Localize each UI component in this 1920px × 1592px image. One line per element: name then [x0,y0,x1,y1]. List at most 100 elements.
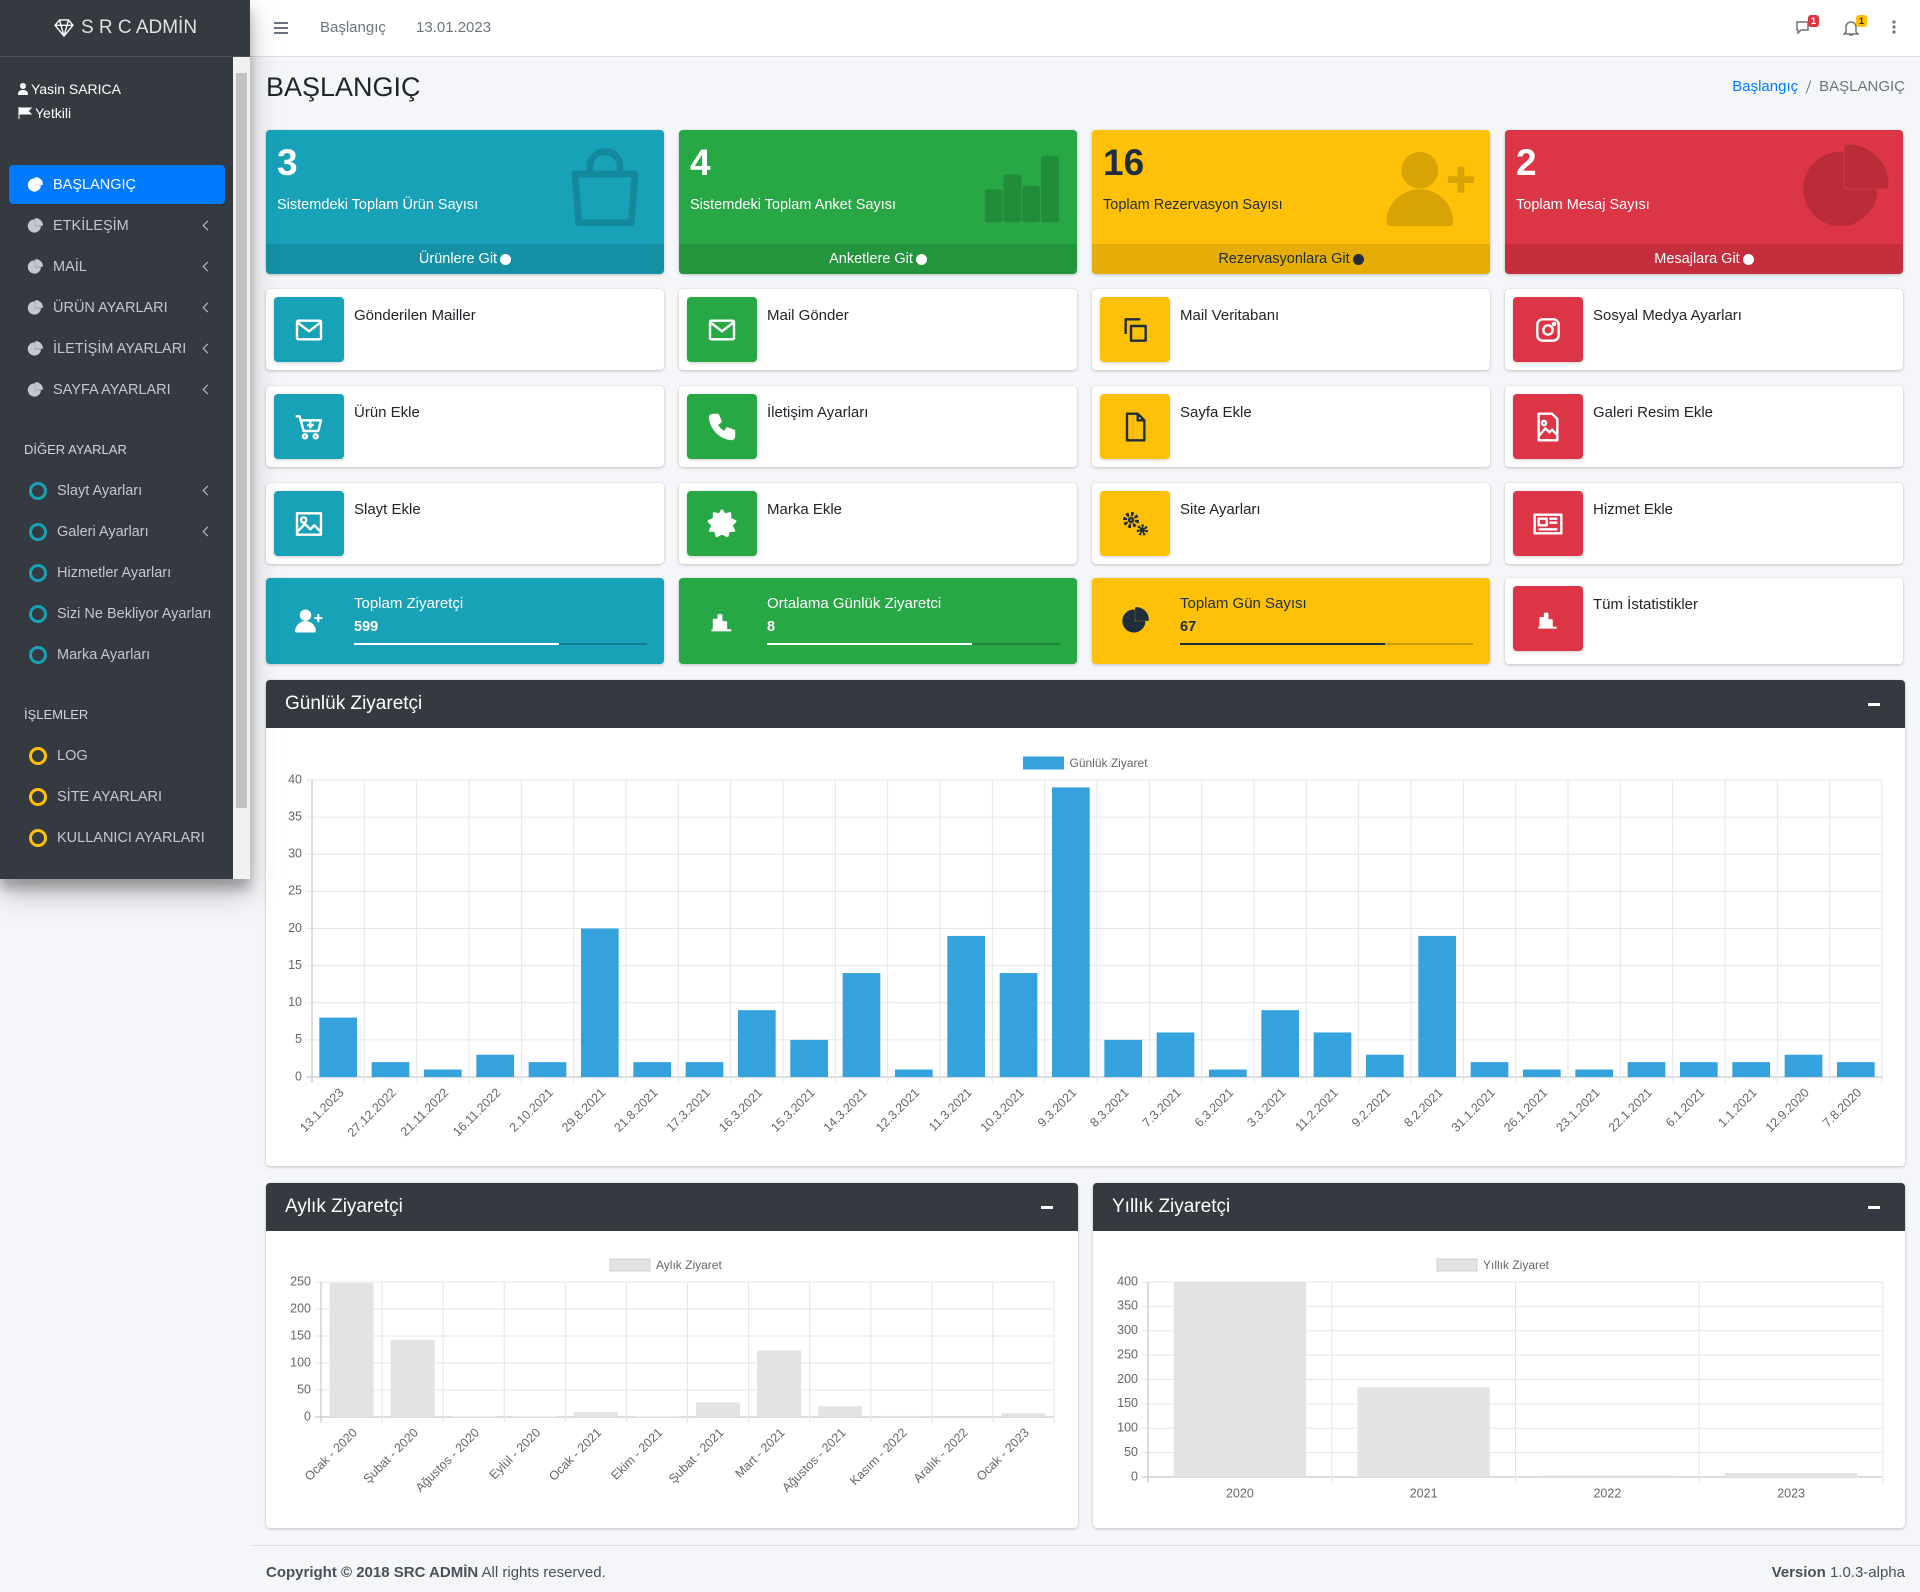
info-box[interactable]: Slayt Ekle [266,483,664,564]
info-box[interactable]: Site Ayarları [1092,483,1490,564]
icon-shape [1129,324,1147,342]
brand[interactable]: S R C ADMİN [0,0,250,57]
info-box-icon [274,297,344,362]
y-tick-label: 250 [1117,1347,1138,1361]
stat-label: Ortalama Günlük Ziyaretci [767,595,942,612]
nav-item[interactable]: ÜRÜN AYARLARI [9,288,225,327]
x-tick-label: 16.11.2022 [450,1086,504,1140]
x-tick-label: 2021 [1410,1486,1438,1500]
icon-shape [1548,618,1553,628]
box-link-icon [1742,253,1754,265]
info-box[interactable]: Mail Gönder [679,289,1077,370]
x-tick-label: 13.1.2023 [297,1086,346,1135]
messages-icon-shape [1796,21,1809,35]
x-tick-label: 17.3.2021 [664,1086,713,1135]
stat-label: Toplam Ziyaretçi [354,595,464,612]
x-tick-label: 21.8.2021 [611,1086,660,1135]
info-box-icon [1513,297,1583,362]
box-link[interactable]: Mesajlara Git [1505,244,1903,274]
nav-item[interactable]: Galeri Ayarları [9,512,225,551]
nav-item[interactable]: Marka Ayarları [9,635,225,674]
box-link[interactable]: Anketlere Git [679,244,1077,274]
nav-item[interactable]: MAİL [9,247,225,286]
info-box[interactable]: Hizmet Ekle [1505,483,1903,564]
x-tick-label: 26.1.2021 [1501,1086,1550,1135]
more-icon[interactable] [1892,19,1896,35]
collapse-button[interactable] [1868,703,1880,706]
icon-shape [722,621,728,631]
icon [708,413,736,440]
icon-shape [1543,612,1549,628]
bar [423,1069,462,1077]
legend-item[interactable]: Günlük Ziyaret [1023,756,1149,770]
icon-shape [1537,516,1548,527]
info-box-icon [1100,491,1170,556]
nav-item[interactable]: SAYFA AYARLARI [9,370,225,409]
nav-item[interactable]: Sizi Ne Bekliyor Ayarları [9,594,225,633]
notifications-icon[interactable] [1843,19,1859,37]
small-box: 3 Sistemdeki Toplam Ürün Sayısı Ürünlere G… [266,130,664,274]
progress-track [1180,643,1473,645]
collapse-button[interactable] [1041,1206,1053,1209]
x-tick-label: Mart - 2021 [732,1426,787,1481]
nav-item[interactable]: LOG [9,736,225,775]
legend-item[interactable]: Yıllık Ziyaret [1436,1258,1550,1272]
info-box[interactable]: Tüm İstatistikler [1505,578,1903,664]
info-box[interactable]: Marka Ekle [679,483,1077,564]
y-tick-label: 35 [288,809,302,823]
bar [1541,1475,1674,1477]
box-link[interactable]: Ürünlere Git [266,244,664,274]
x-tick-label: 6.3.2021 [1192,1086,1236,1130]
nav-item[interactable]: Hizmetler Ayarları [9,553,225,592]
icon-shape [1040,155,1059,223]
badge: 1 [1808,15,1819,27]
x-tick-label: 7.3.2021 [1140,1086,1184,1130]
info-box[interactable]: Sosyal Medya Ayarları [1505,289,1903,370]
nav-item[interactable]: İLETİŞİM AYARLARI [9,329,225,368]
legend-item[interactable]: Aylık Ziyaret [609,1258,722,1272]
bar [1724,1473,1858,1477]
icon-shape [1401,151,1439,189]
y-tick-label: 40 [288,772,302,786]
box-text: Toplam Rezervasyon Sayısı [1103,197,1283,213]
nav-item[interactable]: ETKİLEŞİM [9,206,225,245]
icon [571,148,639,227]
icon [295,609,323,633]
x-tick-label: Aralık - 2022 [911,1426,971,1486]
info-box[interactable]: Sayfa Ekle [1092,386,1490,467]
nav-arrow [202,384,213,395]
info-box[interactable]: Galeri Resim Ekle [1505,386,1903,467]
info-box[interactable]: Mail Veritabanı [1092,289,1490,370]
user-name[interactable]: Yasin SARICA [31,81,121,97]
nav-item[interactable]: BAŞLANGIÇ [9,165,225,204]
nav-link[interactable]: Başlangıç [320,19,386,36]
nav-item[interactable]: SİTE AYARLARI [9,777,225,816]
x-tick-label: 12.3.2021 [873,1086,922,1135]
nav-label: Marka Ayarları [57,646,151,663]
y-tick-label: 0 [1131,1469,1138,1483]
breadcrumb-link[interactable]: Başlangıç [1732,78,1799,95]
breadcrumb: Başlangıç BAŞLANGIÇ [1732,78,1905,95]
info-box[interactable]: İletişim Ayarları [679,386,1077,467]
nav-label: BAŞLANGIÇ [53,176,136,193]
legend-label: Yıllık Ziyaret [1483,1258,1550,1272]
menu-toggle[interactable] [274,27,288,29]
collapse-button[interactable] [1868,1206,1880,1209]
progress-track [354,643,647,645]
scroll-thumb[interactable] [236,73,247,808]
x-tick-label: 9.3.2021 [1035,1086,1079,1130]
box-link[interactable]: Rezervasyonlara Git [1092,244,1490,274]
nav-item[interactable]: Slayt Ayarları [9,471,225,510]
nav-item[interactable]: KULLANICI AYARLARI [9,818,225,857]
nav-arrow [202,343,213,354]
info-box[interactable]: Gönderilen Mailler [266,289,664,370]
bar [999,973,1038,1077]
info-box[interactable]: Ürün Ekle [266,386,664,467]
bar [894,1069,933,1077]
bar [319,1017,358,1077]
icon-shape [299,609,312,621]
box-text: Sistemdeki Toplam Anket Sayısı [690,197,897,213]
x-tick-label: 2.10.2021 [507,1086,556,1135]
x-tick-label: 8.2.2021 [1401,1086,1445,1130]
icon [707,508,737,537]
